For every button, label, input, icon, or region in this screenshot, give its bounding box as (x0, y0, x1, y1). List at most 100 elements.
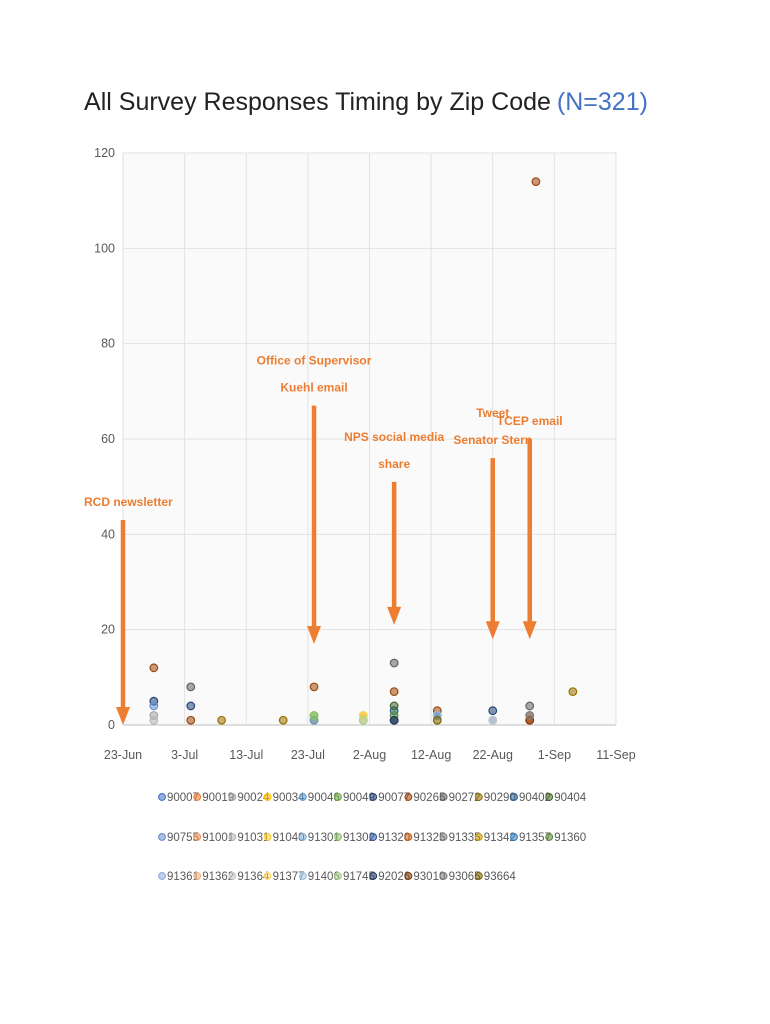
x-tick-label: 1-Sep (538, 748, 571, 762)
data-point-90077 (186, 701, 196, 711)
legend-label: 91377 (273, 871, 305, 883)
annotation-label: Office of Supervisor (257, 354, 372, 368)
x-tick-label: 22-Aug (473, 748, 513, 762)
legend-marker (439, 793, 448, 801)
legend-label: 93664 (484, 871, 517, 883)
legend-label: 91031 (237, 832, 269, 844)
legend-marker (263, 793, 272, 801)
legend-item-93664: 93664 (474, 871, 517, 883)
x-tick-label: 13-Jul (229, 748, 263, 762)
legend-marker (369, 793, 378, 801)
data-point-90272 (525, 701, 535, 711)
annotation-arrow-head (116, 707, 130, 725)
legend-label: 91364 (237, 871, 270, 883)
legend-item-90077: 90077 (369, 792, 410, 804)
annotation-arrow-head (485, 621, 500, 640)
legend-marker (158, 833, 166, 841)
legend-item-91342: 91342 (474, 832, 516, 844)
legend-item-90290: 90290 (474, 792, 516, 804)
chart-title-main: All Survey Responses Timing by Zip Code (84, 88, 551, 116)
legend-marker (474, 833, 483, 841)
y-tick-label: 0 (108, 718, 115, 732)
legend-item-90272: 90272 (439, 792, 481, 804)
legend-item-90046: 90046 (298, 792, 340, 804)
legend-item-91302: 91302 (334, 832, 375, 844)
data-point-93664 (432, 715, 442, 725)
x-tick-label: 2-Aug (353, 748, 386, 762)
data-point-90290 (278, 715, 288, 725)
legend-label: 90049 (343, 792, 375, 804)
legend-label: 90046 (308, 792, 340, 804)
legend-marker (334, 793, 342, 801)
legend-item-91406: 91406 (298, 871, 340, 883)
legend-item-91040: 91040 (263, 832, 305, 844)
data-point-90265 (309, 682, 319, 692)
data-point-91302 (309, 711, 319, 720)
y-tick-label: 80 (101, 337, 115, 351)
y-tick-label: 60 (101, 432, 115, 446)
legend-marker (404, 793, 413, 801)
legend-item-91357: 91357 (510, 832, 551, 844)
annotation-label: Tweet (476, 406, 509, 420)
legend-marker (334, 872, 342, 880)
x-tick-label: 23-Jul (291, 748, 325, 762)
legend-label: 90024 (237, 792, 270, 804)
legend-marker (369, 833, 378, 841)
legend: 90007 90019 90024 90034 90046 90049 90077 90265… (158, 792, 587, 883)
annotation-label: Senator Stern (453, 433, 532, 447)
legend-label: 91362 (202, 871, 234, 883)
data-point-90265 (149, 663, 159, 673)
legend-marker (228, 833, 237, 841)
chart-title: All Survey Responses Timing by Zip Code(… (84, 88, 648, 116)
legend-item-93010: 93010 (404, 871, 445, 883)
legend-label: 91357 (519, 832, 551, 844)
legend-item-90755: 90755 (158, 832, 199, 844)
legend-label: 90402 (519, 792, 551, 804)
y-tick-label: 120 (94, 146, 115, 160)
legend-marker (158, 793, 166, 801)
legend-label: 91745 (343, 871, 375, 883)
legend-label: 91325 (413, 832, 445, 844)
legend-label: 91360 (554, 832, 586, 844)
legend-label: 93065 (449, 871, 481, 883)
legend-item-90265: 90265 (404, 792, 445, 804)
legend-marker (439, 833, 448, 841)
data-point-90272 (389, 658, 399, 668)
legend-marker (298, 872, 307, 880)
legend-label: 91040 (273, 832, 305, 844)
legend-label: 91342 (484, 832, 516, 844)
data-point-91745 (358, 715, 368, 725)
annotations: RCD newsletter Office of Supervisor Kuehl … (84, 354, 563, 725)
legend-item-91362: 91362 (193, 871, 234, 883)
annotation-label: share (378, 457, 410, 471)
legend-marker (510, 793, 518, 801)
data-point-91364 (488, 715, 498, 725)
legend-marker (474, 793, 483, 801)
y-tick-label: 20 (101, 623, 115, 637)
legend-item-91745: 91745 (334, 871, 375, 883)
legend-item-93065: 93065 (439, 871, 481, 883)
legend-marker (193, 833, 202, 841)
legend-label: 91320 (378, 832, 410, 844)
chart-title-count: (N=321) (557, 88, 648, 116)
annotation-arrow-head (307, 625, 322, 644)
legend-label: 90077 (378, 792, 410, 804)
legend-marker (404, 833, 413, 841)
data-point-91031 (149, 715, 159, 725)
x-tick-label: 12-Aug (411, 748, 451, 762)
annotation-label: Kuehl email (280, 381, 347, 395)
legend-marker (228, 872, 237, 880)
legend-item-90049: 90049 (334, 792, 375, 804)
legend-marker (474, 872, 483, 880)
x-tick-label: 11-Sep (596, 748, 635, 762)
legend-label: 90034 (273, 792, 306, 804)
legend-label: 91302 (343, 832, 375, 844)
legend-item-90007: 90007 (158, 792, 199, 804)
legend-label: 91406 (308, 871, 340, 883)
legend-marker (334, 833, 342, 841)
legend-label: 90404 (554, 792, 587, 804)
legend-label: 93010 (413, 871, 445, 883)
legend-marker (298, 833, 307, 841)
legend-marker (263, 833, 272, 841)
